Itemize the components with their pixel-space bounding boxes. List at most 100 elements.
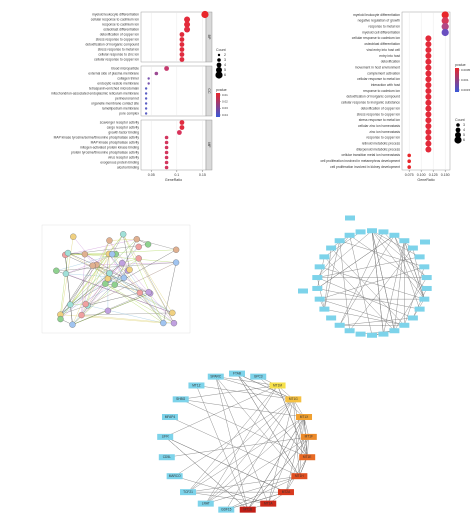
node-label: MT1G: [289, 397, 298, 401]
dot: [147, 82, 149, 84]
dot: [425, 135, 431, 141]
node: [356, 229, 366, 234]
y-tick-label: detoxification: [381, 60, 400, 64]
dot: [201, 11, 208, 18]
node-label: TCF21: [183, 490, 193, 494]
legend-label: 3: [224, 58, 226, 62]
network-frame: [42, 225, 190, 333]
node: [121, 275, 127, 281]
node-label: CD5L: [163, 455, 171, 459]
panel: [141, 12, 206, 62]
dot: [145, 92, 147, 94]
x-tick-label: 0.125: [429, 173, 438, 177]
dot: [180, 125, 185, 130]
node: [171, 320, 177, 326]
facet-label: CC: [207, 88, 211, 94]
dot: [145, 87, 147, 89]
node: [315, 297, 325, 302]
facet-label: BP: [207, 35, 211, 40]
node: [408, 315, 418, 320]
dot: [177, 130, 182, 135]
node: [399, 323, 409, 328]
dot: [425, 65, 431, 71]
node: [119, 260, 125, 266]
y-tick-label: MAP kinase tyrosine/serine/threonine pho…: [54, 135, 140, 139]
legend-label: 0.04: [222, 113, 228, 117]
node: [134, 236, 140, 242]
dot: [180, 52, 185, 57]
dot: [425, 88, 431, 94]
legend-label: 4: [224, 63, 226, 67]
dot: [184, 27, 190, 33]
node: [326, 246, 336, 251]
node: [105, 276, 111, 282]
y-tick-label: cellular response to zinc ion: [98, 52, 139, 56]
y-tick-label: cellular response to cadmium ion: [91, 17, 139, 21]
facet-label: MF: [207, 142, 211, 148]
y-tick-label: alcohol binding: [117, 165, 139, 169]
node: [399, 238, 409, 243]
node: [137, 290, 143, 296]
dot: [407, 154, 411, 158]
y-tick-label: exogenous protein binding: [100, 160, 139, 164]
dot: [180, 120, 185, 125]
node: [312, 275, 322, 280]
node: [319, 307, 329, 312]
legend-label: 0.0015: [461, 88, 471, 92]
node: [415, 307, 425, 312]
node: [69, 322, 75, 328]
y-tick-label: myeloid leukocyte differentiation: [92, 12, 139, 16]
y-tick-label: osteoblast differentiation: [364, 42, 400, 46]
y-tick-label: movement in host environment: [355, 65, 400, 69]
node: [345, 328, 355, 333]
y-tick-label: MAP kinase phosphatase activity: [91, 140, 140, 144]
node: [326, 315, 336, 320]
node: [378, 229, 388, 234]
node-label: MT2A: [282, 490, 291, 494]
dot: [425, 129, 431, 135]
node: [105, 308, 111, 314]
panel: [141, 120, 206, 170]
node-label: LIFR: [162, 435, 170, 439]
y-tick-label: retinoid metabolic process: [362, 142, 401, 146]
x-tick-label: 0.15: [199, 173, 206, 177]
legend-label: 0.03: [222, 106, 228, 110]
y-tick-label: perineuronal net: [115, 96, 139, 100]
node: [335, 323, 345, 328]
dot: [147, 77, 149, 79]
node-label: MFAP4: [165, 415, 176, 419]
y-tick-label: myeloid leukocyte differentiation: [353, 13, 400, 17]
y-tick-label: detoxification of inorganic compound: [85, 42, 139, 46]
x-tick-label: 0.100: [417, 173, 426, 177]
node: [145, 241, 151, 247]
dot: [165, 151, 169, 155]
node-label: LRAT: [202, 501, 210, 505]
node-label: FTAB: [233, 371, 241, 375]
y-tick-label: stress response to copper ion: [357, 112, 400, 116]
y-tick-label: cellular transition metal ion homeostasi…: [342, 153, 401, 157]
node: [420, 240, 430, 245]
y-tick-label: organelle membrane contact site: [91, 101, 139, 105]
node: [106, 270, 112, 276]
node: [312, 286, 322, 291]
x-axis-label: GeneRatio: [165, 178, 182, 182]
y-tick-label: detoxification of inorganic compound: [346, 95, 400, 99]
legend-dot: [217, 58, 221, 62]
y-tick-label: myeloid cell differentiation: [362, 30, 400, 34]
y-tick-label: virus receptor activity: [108, 155, 139, 159]
node: [319, 254, 329, 259]
node: [367, 333, 377, 338]
legend-dot: [217, 63, 222, 68]
y-tick-label: response to cadmium ion: [363, 89, 400, 93]
node-label: MT1F: [305, 435, 313, 439]
panel: [141, 66, 206, 116]
y-tick-label: blood microparticle: [111, 66, 139, 70]
y-tick-label: zinc ion homeostasis: [369, 130, 400, 134]
y-tick-label: complement activation: [367, 71, 400, 75]
node: [83, 301, 89, 307]
y-tick-label: viral entry into host cell: [366, 48, 400, 52]
y-tick-label: response to copper ion: [366, 136, 400, 140]
colorbar: [455, 68, 459, 92]
legend-title: pvalue: [455, 63, 466, 67]
legend-label: 4: [463, 128, 465, 132]
